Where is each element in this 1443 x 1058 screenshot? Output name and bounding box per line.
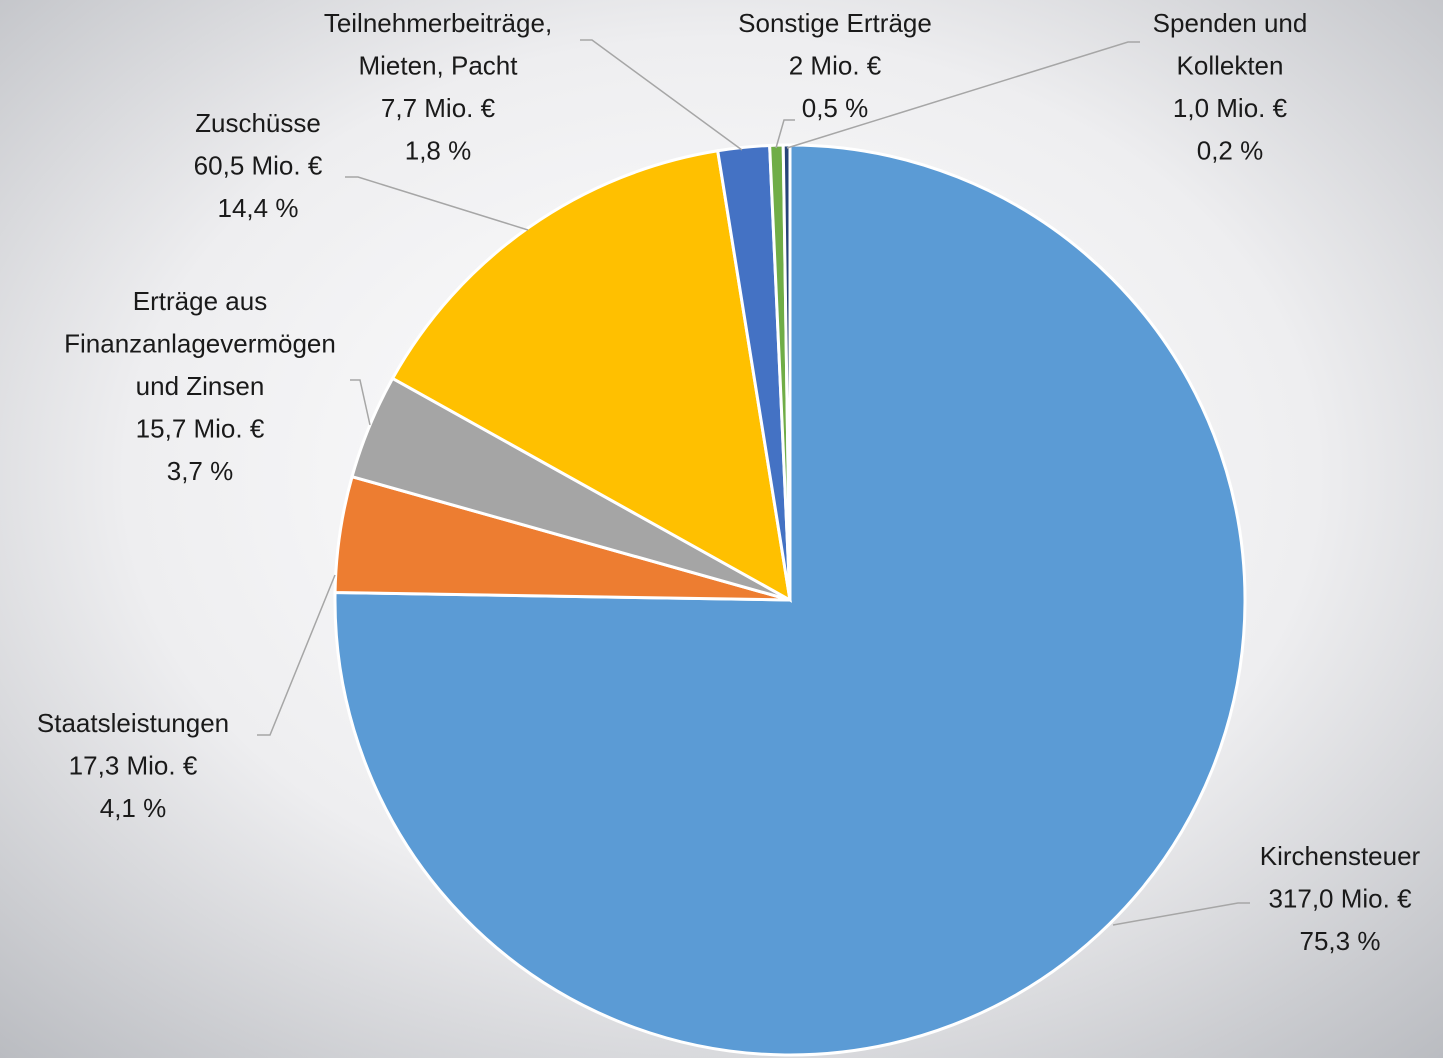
pie-slice	[333, 143, 1247, 1057]
slice-label: Mieten, Pacht	[359, 50, 519, 80]
slice-label: Sonstige Erträge	[738, 8, 932, 38]
value-label: 2 Mio. €	[789, 50, 882, 80]
leader-line	[345, 176, 529, 231]
percent-label: 3,7 %	[167, 456, 234, 486]
pie-slice	[390, 149, 792, 603]
percent-label: 75,3 %	[1300, 926, 1381, 956]
value-label: 60,5 Mio. €	[194, 150, 323, 180]
value-label: 317,0 Mio. €	[1268, 883, 1412, 913]
leader-line	[257, 574, 336, 736]
leader-line	[1112, 902, 1250, 926]
pie-slice	[781, 143, 792, 601]
leader-line	[786, 41, 1140, 149]
leader-line	[580, 39, 743, 151]
value-label: 15,7 Mio. €	[136, 413, 265, 443]
percent-label: 4,1 %	[100, 793, 167, 823]
slice-label: Erträge aus	[133, 286, 267, 316]
slice-label: Kollekten	[1177, 50, 1284, 80]
slice-label: Finanzanlagevermögen	[64, 328, 336, 358]
percent-label: 0,5 %	[802, 93, 869, 123]
slice-label: Staatsleistungen	[37, 708, 229, 738]
slice-label: Spenden und	[1153, 8, 1308, 38]
percent-label: 1,8 %	[405, 135, 472, 165]
value-label: 1,0 Mio. €	[1173, 93, 1288, 123]
percent-label: 14,4 %	[218, 193, 299, 223]
value-label: 7,7 Mio. €	[381, 93, 496, 123]
slice-label: und Zinsen	[136, 371, 265, 401]
slice-label: Teilnehmerbeiträge,	[324, 8, 552, 38]
slice-label: Zuschüsse	[195, 108, 321, 138]
leader-line	[350, 379, 371, 426]
percent-label: 0,2 %	[1197, 135, 1264, 165]
leader-line	[775, 119, 795, 149]
value-label: 17,3 Mio. €	[69, 750, 198, 780]
slice-label: Kirchensteuer	[1260, 841, 1421, 871]
